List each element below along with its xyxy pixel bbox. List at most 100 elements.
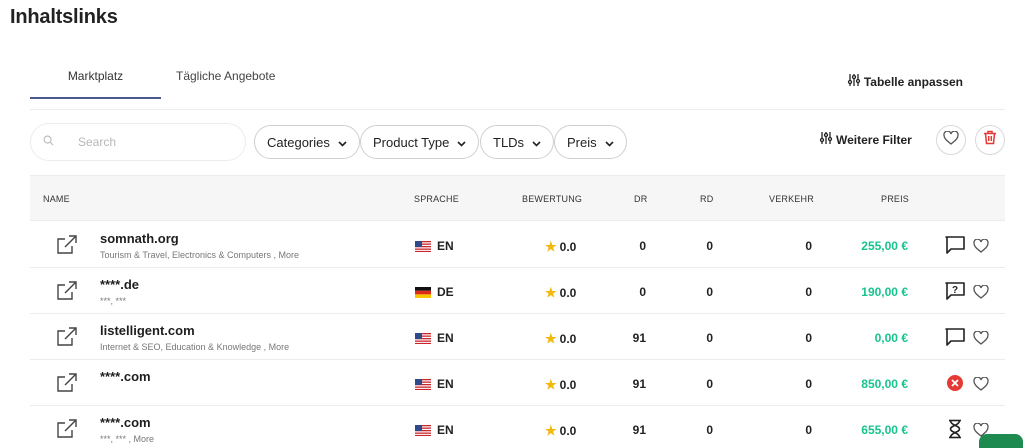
row-categories: Tourism & Travel, Electronics & Computer… [100,250,300,260]
table-header: NAME SPRACHE BEWERTUNG DR RD VERKEHR PRE… [30,175,1005,221]
row-traffic: 0 [805,377,812,391]
column-header-rd[interactable]: RD [700,194,714,204]
de-flag-icon [415,286,431,298]
row-price: 190,00 € [861,285,908,299]
chat-icon[interactable] [943,325,967,349]
delete-button[interactable] [975,125,1005,155]
heart-icon[interactable] [973,284,989,304]
row-rating-value: 0.0 [559,378,577,392]
categories-dropdown-label: Categories [267,134,330,150]
row-language: EN [415,239,454,253]
row-rd: 0 [706,377,713,391]
heart-icon[interactable] [973,376,989,396]
row-rating: ★ 0.0 [545,331,576,347]
categories-dropdown[interactable]: Categories [254,125,360,159]
svg-text:?: ? [952,285,958,296]
row-language-code: EN [437,377,454,391]
row-rating-value: 0.0 [559,424,577,438]
row-rating-value: 0.0 [559,240,577,254]
tab-taegliche-angebote[interactable]: Tägliche Angebote [176,69,276,83]
tlds-dropdown[interactable]: TLDs [480,125,555,159]
external-link-icon[interactable] [56,373,78,398]
row-price: 655,00 € [861,423,908,437]
row-domain[interactable]: listelligent.com [100,323,195,338]
external-link-icon[interactable] [56,235,78,260]
row-rating: ★ 0.0 [545,377,576,393]
heart-icon[interactable] [973,238,989,258]
hourglass-icon[interactable] [943,417,967,441]
star-icon: ★ [545,285,557,300]
row-traffic: 0 [805,423,812,437]
row-rd: 0 [706,331,713,345]
row-language-code: EN [437,331,454,345]
row-domain[interactable]: ****.com [100,415,151,430]
external-link-icon[interactable] [56,419,78,444]
customize-table-label: Tabelle anpassen [863,74,963,89]
row-language-code: EN [437,423,454,437]
row-rating: ★ 0.0 [545,239,576,255]
preis-dropdown[interactable]: Preis [554,125,627,159]
tlds-dropdown-label: TLDs [493,134,525,150]
favorites-filter-button[interactable] [936,125,966,155]
chevron-down-icon [338,135,347,150]
column-header-name[interactable]: NAME [43,194,70,204]
column-header-sprache[interactable]: SPRACHE [414,194,459,204]
star-icon: ★ [545,239,557,254]
table-row[interactable]: somnath.org Tourism & Travel, Electronics… [30,222,1005,268]
question-chat-icon[interactable]: ? [943,279,967,303]
table-row[interactable]: ****.de ***, *** DE ★ 0.0 0 0 0 190,00 €? [30,268,1005,314]
heart-icon[interactable] [973,422,989,442]
row-categories: Internet & SEO, Education & Knowledge , … [100,342,290,352]
more-filters-button[interactable]: Weitere Filter [819,131,912,148]
column-header-dr[interactable]: DR [634,194,648,204]
star-icon: ★ [545,377,557,392]
row-categories: ***, *** [100,296,127,306]
row-price: 255,00 € [861,239,908,253]
preis-dropdown-label: Preis [567,134,597,150]
column-header-preis[interactable]: PREIS [881,194,910,204]
chat-icon[interactable] [943,233,967,257]
product-type-dropdown-label: Product Type [373,134,450,150]
us-flag-icon [415,240,431,252]
heart-icon[interactable] [973,330,989,350]
row-domain[interactable]: somnath.org [100,231,179,246]
row-rd: 0 [706,239,713,253]
row-rating: ★ 0.0 [545,285,576,301]
search-input[interactable] [78,135,218,149]
row-language-code: EN [437,239,454,253]
table-row[interactable]: ****.com EN ★ 0.0 91 0 0 850,00 € [30,360,1005,406]
chat-launcher-button[interactable] [979,434,1023,448]
us-flag-icon [415,424,431,436]
row-dr: 91 [632,331,646,345]
external-link-icon[interactable] [56,327,78,352]
table-row[interactable]: ****.com ***, *** , More EN ★ 0.0 91 0 0 655,00 … [30,406,1005,448]
more-filters-label: Weitere Filter [836,132,912,147]
trash-icon [983,130,997,150]
chevron-down-icon [605,135,614,150]
customize-table-button[interactable]: Tabelle anpassen [847,73,963,90]
row-domain[interactable]: ****.com [100,369,151,384]
row-domain[interactable]: ****.de [100,277,140,292]
row-rd: 0 [706,423,713,437]
row-traffic: 0 [805,239,812,253]
rejected-icon[interactable] [943,371,967,395]
row-rating-value: 0.0 [559,286,577,300]
row-language: DE [415,285,454,299]
us-flag-icon [415,378,431,390]
tab-marktplatz[interactable]: Marktplatz [30,62,161,99]
row-traffic: 0 [805,331,812,345]
column-header-verkehr[interactable]: VERKEHR [769,194,814,204]
product-type-dropdown[interactable]: Product Type [360,125,480,159]
row-dr: 0 [639,285,646,299]
external-link-icon[interactable] [56,281,78,306]
star-icon: ★ [545,331,557,346]
chevron-down-icon [532,135,541,150]
us-flag-icon [415,332,431,344]
row-price: 0,00 € [874,331,908,345]
row-categories: ***, *** , More [100,434,155,444]
row-dr: 91 [632,377,646,391]
row-dr: 0 [639,239,646,253]
column-header-bewertung[interactable]: BEWERTUNG [522,194,583,204]
row-language: EN [415,423,454,437]
table-row[interactable]: listelligent.com Internet & SEO, Educatio… [30,314,1005,360]
